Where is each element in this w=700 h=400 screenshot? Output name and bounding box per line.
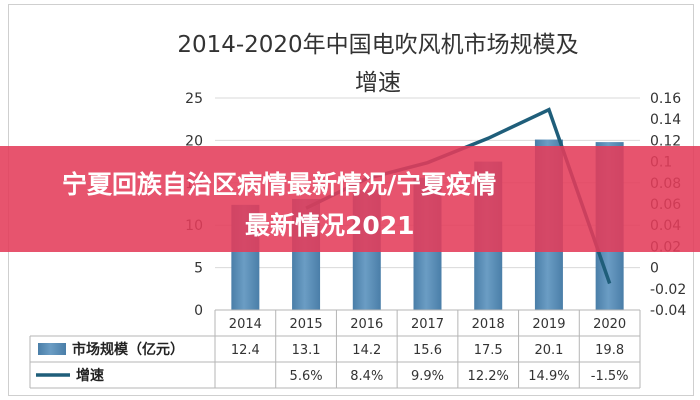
- right-tick-label: 0.14: [650, 112, 681, 128]
- table-value-growth: 9.9%: [411, 369, 444, 384]
- legend-label-bar: 市场规模（亿元）: [72, 341, 184, 358]
- table-value-growth: 5.6%: [290, 369, 323, 384]
- table-value-market: 17.5: [474, 343, 503, 358]
- right-tick-label: 0.16: [650, 91, 681, 107]
- table-value-market: 12.4: [231, 343, 260, 358]
- right-tick-label: 0: [650, 261, 659, 277]
- right-tick-label: -0.02: [650, 282, 686, 298]
- x-tick-label: 2018: [472, 317, 505, 332]
- legend-swatch-bar: [38, 343, 66, 355]
- chart-title-line1: 2014-2020年中国电吹风机市场规模及: [177, 32, 578, 58]
- table-value-market: 19.8: [595, 343, 624, 358]
- data-table: 2014 2015 2016 2017 2018 2019 2020 市场规模（亿元） 12.4…: [29, 309, 641, 389]
- x-tick-label: 2015: [290, 317, 323, 332]
- x-tick-label: 2014: [229, 317, 262, 332]
- x-tick-label: 2020: [593, 317, 626, 332]
- banner-title-line2: 最新情况2021: [245, 211, 415, 240]
- table-value-growth: 12.2%: [468, 369, 509, 384]
- banner-title-line1: 宁夏回族自治区病情最新情况/宁夏疫情: [62, 170, 497, 199]
- table-value-market: 20.1: [534, 343, 563, 358]
- table-value-market: 15.6: [413, 343, 442, 358]
- table-value-growth: 14.9%: [528, 369, 569, 384]
- table-value-growth: 8.4%: [350, 369, 383, 384]
- left-tick-label: 20: [185, 133, 203, 149]
- legend-label-line: 增速: [76, 367, 104, 384]
- left-tick-label: 25: [185, 91, 203, 107]
- table-value-market: 13.1: [292, 343, 321, 358]
- overlay-banner: [0, 146, 700, 252]
- left-tick-label: 0: [194, 303, 203, 319]
- x-tick-label: 2017: [411, 317, 444, 332]
- table-value-market: 14.2: [352, 343, 381, 358]
- right-tick-label: 0.12: [650, 133, 681, 149]
- left-tick-label: 5: [194, 261, 203, 277]
- x-tick-label: 2019: [532, 317, 565, 332]
- x-tick-label: 2016: [350, 317, 383, 332]
- table-value-growth: -1.5%: [591, 369, 629, 384]
- right-tick-label: -0.04: [650, 303, 686, 319]
- chart-title-line2: 增速: [355, 70, 401, 96]
